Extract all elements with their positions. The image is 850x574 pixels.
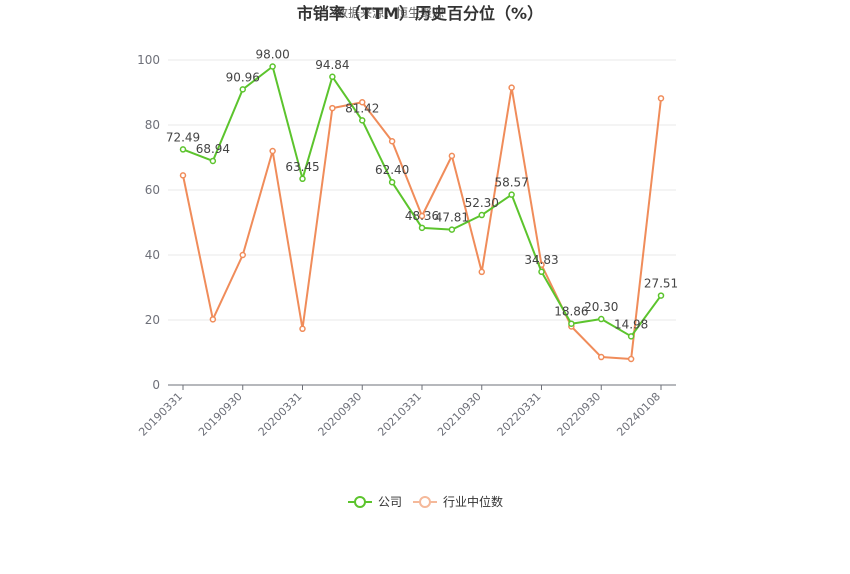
data-point-company[interactable] [508,191,515,198]
legend-marker-icon [419,496,431,508]
data-label: 27.51 [644,277,678,291]
data-point-industry-median[interactable] [418,212,426,220]
data-point-industry-median[interactable] [448,152,456,160]
data-label: 20.30 [584,300,618,314]
data-label: 63.45 [285,160,319,174]
data-point-company[interactable] [627,333,635,340]
data-point-industry-median[interactable] [598,353,605,361]
data-point-industry-median[interactable] [299,325,306,333]
data-label: 98.00 [255,48,289,62]
y-tick-label: 100 [137,53,160,67]
y-tick-label: 60 [145,183,160,197]
legend-label: 公司 [378,495,402,509]
data-point-company[interactable] [299,175,306,183]
data-label: 48.36 [405,209,439,223]
data-label: 62.40 [375,163,409,177]
data-label: 90.96 [226,70,260,84]
x-tick-label: 20200331 [256,390,305,439]
data-point-industry-median[interactable] [657,95,665,102]
data-point-industry-median[interactable] [209,316,217,323]
data-point-company[interactable] [448,226,456,233]
x-tick-label: 20220930 [555,390,604,439]
data-label: 81.42 [345,101,379,115]
data-label: 18.86 [554,305,588,319]
data-label: 34.83 [524,253,558,267]
data-point-company[interactable] [598,315,605,323]
data-point-company[interactable] [568,320,575,327]
data-label: 14.98 [614,317,648,331]
grid-layer [168,59,676,321]
data-point-company[interactable] [209,157,217,165]
data-point-industry-median[interactable] [359,99,366,106]
data-point-company[interactable] [657,292,665,299]
data-point-company[interactable] [359,117,366,124]
data-point-industry-median[interactable] [179,172,187,179]
data-label: 47.81 [435,211,469,225]
data-point-industry-median[interactable] [329,104,336,112]
x-tick-label: 20210930 [435,390,484,439]
data-point-company[interactable] [538,268,545,276]
legend-label: 行业中位数 [443,494,503,509]
data-point-company[interactable] [329,73,336,81]
series-layer [179,63,665,363]
axis-layer: 0 20 40 60 80 100 20190331 20190930 20200331 2020… [136,53,676,439]
x-tick-label: 20200930 [316,390,365,439]
x-tick-label: 20190930 [196,390,245,439]
x-tick-label: 20220331 [495,390,544,439]
y-tick-label: 40 [145,248,160,262]
x-tick-label: 20190331 [136,390,185,439]
x-tick-label: 20240108 [614,390,663,439]
x-tick-label: 20210331 [375,390,424,439]
data-label: 72.49 [166,130,200,144]
data-label: 52.30 [465,196,499,210]
data-point-company[interactable] [179,146,187,153]
data-point-company[interactable] [388,178,396,186]
data-point-company[interactable] [269,63,276,70]
legend-item-company[interactable]: 公司 [348,495,402,509]
chart-title: 市销率（TTM）历史百分位（%） [297,4,543,23]
data-point-industry-median[interactable] [269,147,276,155]
y-tick-label: 80 [145,118,160,132]
data-point-company[interactable] [239,86,246,93]
data-point-industry-median[interactable] [627,355,635,363]
y-tick-label: 20 [145,313,160,327]
data-point-industry-median[interactable] [508,84,515,91]
data-point-industry-median[interactable] [478,268,485,276]
watermark: 数据来源：恒生聚源 [336,5,444,20]
data-point-company[interactable] [418,224,426,232]
legend-item-industry-median[interactable]: 行业中位数 [413,494,503,509]
data-label: 94.84 [315,58,349,72]
legend[interactable]: 公司 行业中位数 [348,494,503,509]
legend-marker-icon [354,496,366,508]
y-tick-label: 0 [152,378,160,392]
data-point-company[interactable] [478,211,485,219]
data-point-industry-median[interactable] [239,251,246,259]
series-line-company [182,65,662,338]
data-label: 58.57 [494,176,528,190]
series-line-industry-median [182,86,662,360]
data-label: 68.94 [196,142,230,156]
data-point-industry-median[interactable] [388,138,396,145]
